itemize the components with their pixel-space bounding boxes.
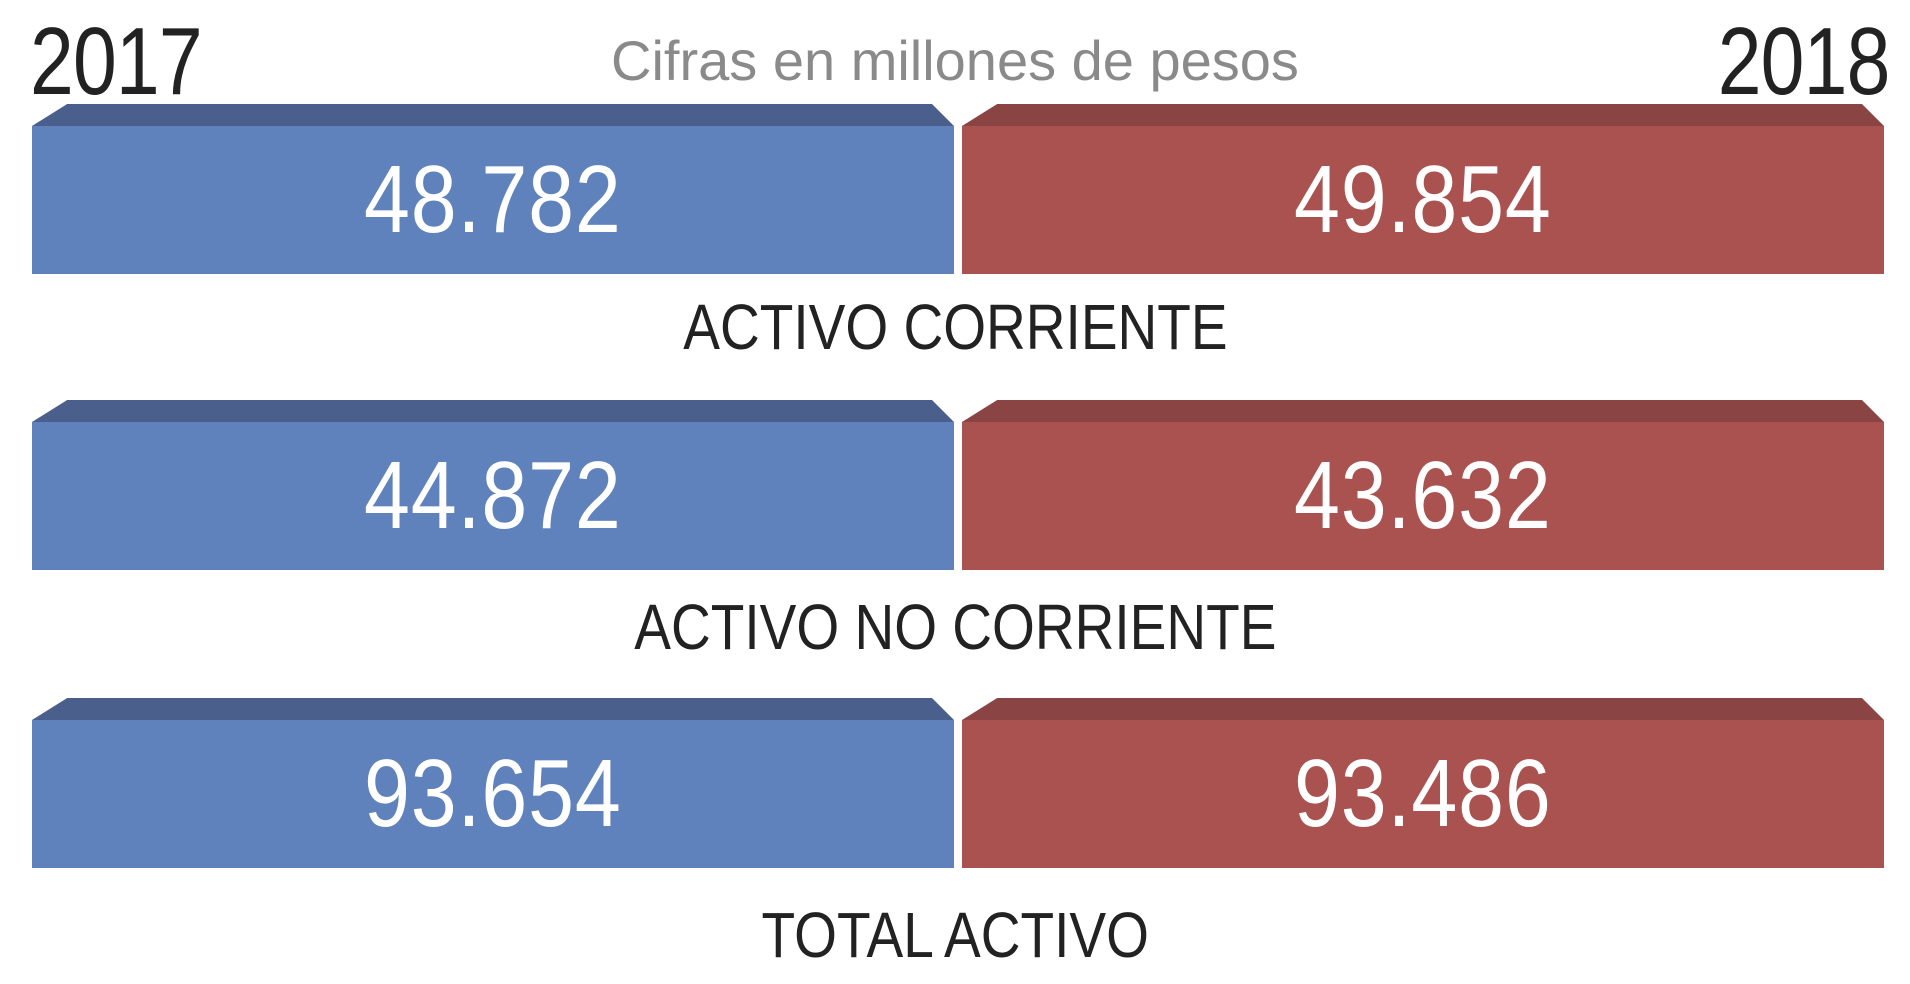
bar-2017-row-1-value: 48.782	[364, 146, 622, 253]
bar-2018-row-1-value: 49.854	[1294, 146, 1552, 253]
category-label-row-1: ACTIVO CORRIENTE	[682, 291, 1228, 363]
year-2017-label: 2017	[30, 8, 203, 115]
bar-2017-row-2-value: 44.872	[364, 442, 622, 549]
bar-2018-row-2: 43.632	[962, 422, 1884, 570]
bar-2018-row-3: 93.486	[962, 720, 1884, 868]
bar-2017-row-3-value: 93.654	[364, 740, 622, 847]
bar-2017-row-1: 48.782	[32, 126, 954, 274]
bar-2017-row-3: 93.654	[32, 720, 954, 868]
chart-subtitle: Cifras en millones de pesos	[611, 29, 1299, 92]
bar-2018-row-1: 49.854	[962, 126, 1884, 274]
category-label-row-3: TOTAL ACTIVO	[761, 899, 1149, 971]
bar-top-2017-row-2	[32, 400, 954, 422]
bar-2018-row-2-value: 43.632	[1294, 442, 1552, 549]
category-label-row-2: ACTIVO NO CORRIENTE	[633, 591, 1277, 663]
bar-2018-row-3-value: 93.486	[1294, 740, 1552, 847]
bar-2017-row-2: 44.872	[32, 422, 954, 570]
bar-top-2018-row-1	[962, 104, 1884, 126]
bar-top-2017-row-1	[32, 104, 954, 126]
year-2018-label: 2018	[1718, 8, 1891, 115]
bar-top-2018-row-3	[962, 698, 1884, 720]
bar-top-2017-row-3	[32, 698, 954, 720]
bar-top-2018-row-2	[962, 400, 1884, 422]
